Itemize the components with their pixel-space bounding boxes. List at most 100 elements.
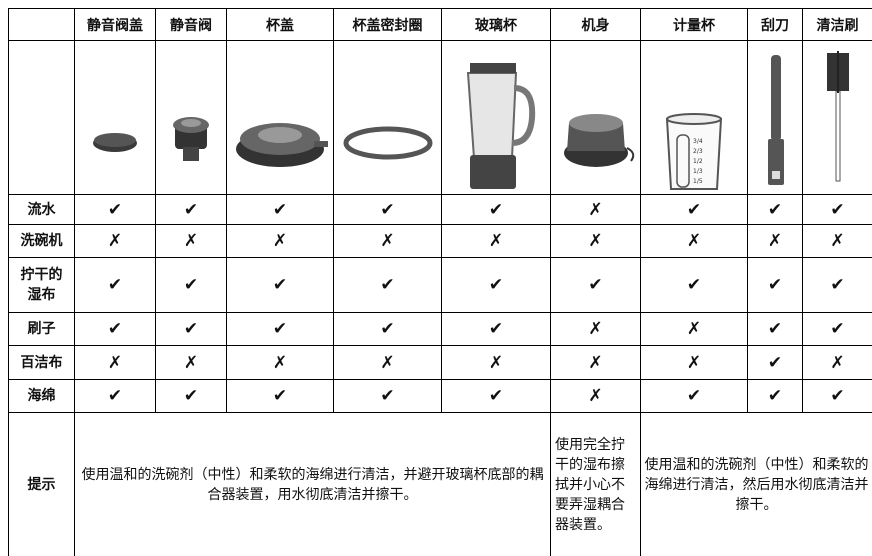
icon-shape — [771, 54, 781, 141]
corner-cell — [8, 8, 75, 41]
icon-shape — [835, 90, 840, 181]
cup-mark: 3/4 — [693, 138, 703, 145]
product-image-cell — [74, 40, 156, 195]
column-header: 静音阀盖 — [74, 8, 156, 41]
suitability-mark: ✔ — [747, 257, 803, 313]
suitability-mark: ✗ — [640, 345, 748, 380]
suitability-mark: ✔ — [74, 312, 156, 346]
tip-text: 使用温和的洗碗剂（中性）和柔软的海绵进行清洁，并避开玻璃杯底部的耦合器装置，用水… — [74, 412, 551, 556]
column-header: 计量杯 — [640, 8, 748, 41]
column-header: 机身 — [550, 8, 641, 41]
product-image-cell — [747, 40, 803, 195]
product-icon — [564, 113, 635, 167]
suitability-mark: ✗ — [155, 224, 227, 258]
tip-text: 使用完全拧干的湿布擦拭并小心不要弄湿耦合器装置。 — [550, 412, 641, 556]
suitability-mark: ✔ — [74, 257, 156, 313]
method-row: 流水 ✔ ✔ ✔ ✔ ✔ ✗ ✔ ✔ ✔ — [8, 194, 872, 225]
suitability-mark: ✔ — [550, 257, 641, 313]
suitability-mark: ✗ — [74, 224, 156, 258]
row-name: 拧干的湿布 — [8, 257, 75, 313]
suitability-mark: ✔ — [441, 379, 551, 413]
suitability-mark: ✔ — [74, 379, 156, 413]
column-header: 玻璃杯 — [441, 8, 551, 41]
suitability-mark: ✔ — [226, 312, 334, 346]
product-icon — [236, 122, 328, 167]
suitability-mark: ✔ — [333, 194, 442, 225]
suitability-mark: ✔ — [441, 194, 551, 225]
icon-shape — [343, 126, 432, 159]
row-name: 刷子 — [8, 312, 75, 346]
suitability-mark: ✔ — [802, 194, 872, 225]
column-header: 清洁刷 — [802, 8, 872, 41]
icon-shape — [569, 113, 623, 132]
row-name: 提示 — [8, 412, 75, 556]
icon-shape — [676, 133, 690, 188]
suitability-mark: ✗ — [640, 312, 748, 346]
suitability-mark: ✗ — [333, 224, 442, 258]
column-header: 杯盖密封圈 — [333, 8, 442, 41]
suitability-mark: ✔ — [441, 257, 551, 313]
suitability-mark: ✔ — [155, 194, 227, 225]
row-name: 海绵 — [8, 379, 75, 413]
row-name: 百洁布 — [8, 345, 75, 380]
icon-shape — [466, 71, 518, 159]
blank-cell — [8, 40, 75, 195]
cup-mark: 1/2 — [693, 158, 703, 165]
icon-shape — [626, 146, 635, 162]
suitability-mark: ✔ — [747, 194, 803, 225]
cup-mark: 1/5 — [693, 178, 703, 185]
suitability-mark: ✔ — [226, 379, 334, 413]
product-image-cell — [333, 40, 442, 195]
suitability-mark: ✔ — [155, 312, 227, 346]
suitability-mark: ✗ — [550, 379, 641, 413]
suitability-mark: ✔ — [747, 379, 803, 413]
header-row: 静音阀盖 静音阀 杯盖 杯盖密封圈 玻璃杯 机身 计量杯 刮刀 清洁刷 — [8, 8, 872, 41]
column-header: 杯盖 — [226, 8, 334, 41]
method-row: 刷子 ✔ ✔ ✔ ✔ ✔ ✗ ✗ ✔ ✔ — [8, 312, 872, 346]
suitability-mark: ✗ — [747, 224, 803, 258]
suitability-mark: ✗ — [802, 224, 872, 258]
suitability-mark: ✔ — [226, 194, 334, 225]
suitability-mark: ✗ — [550, 224, 641, 258]
image-row: 3/4 2/3 1/2 1/3 1/5 — [8, 40, 872, 195]
suitability-mark: ✗ — [441, 224, 551, 258]
suitability-mark: ✔ — [155, 379, 227, 413]
product-image-cell — [226, 40, 334, 195]
product-icon — [768, 54, 784, 185]
suitability-mark: ✔ — [802, 312, 872, 346]
product-image-cell — [155, 40, 227, 195]
icon-shape — [258, 126, 302, 143]
product-icon — [173, 116, 209, 161]
table-wrap: 静音阀盖 静音阀 杯盖 杯盖密封圈 玻璃杯 机身 计量杯 刮刀 清洁刷 3/4 2/3 1/2 1/3 1… — [8, 8, 872, 556]
method-row: 百洁布 ✗ ✗ ✗ ✗ ✗ ✗ ✗ ✔ ✗ — [8, 345, 872, 380]
icon-shape — [470, 62, 516, 73]
suitability-mark: ✔ — [333, 257, 442, 313]
suitability-mark: ✔ — [640, 379, 748, 413]
product-icon — [466, 62, 536, 189]
suitability-mark: ✔ — [747, 312, 803, 346]
icon-shape — [181, 118, 201, 127]
product-image-cell: 3/4 2/3 1/2 1/3 1/5 — [640, 40, 748, 195]
suitability-mark: ✔ — [640, 257, 748, 313]
suitability-mark: ✔ — [333, 312, 442, 346]
suitability-mark: ✗ — [226, 224, 334, 258]
suitability-mark: ✔ — [802, 257, 872, 313]
product-icon — [343, 126, 432, 159]
suitability-mark: ✗ — [226, 345, 334, 380]
product-image-cell — [441, 40, 551, 195]
method-row: 拧干的湿布 ✔ ✔ ✔ ✔ ✔ ✔ ✔ ✔ ✔ — [8, 257, 872, 313]
icon-shape — [511, 84, 536, 146]
row-name: 流水 — [8, 194, 75, 225]
suitability-mark: ✔ — [155, 257, 227, 313]
method-row: 海绵 ✔ ✔ ✔ ✔ ✔ ✗ ✔ ✔ ✔ — [8, 379, 872, 413]
suitability-mark: ✔ — [226, 257, 334, 313]
suitability-mark: ✔ — [802, 379, 872, 413]
product-icon: 3/4 2/3 1/2 1/3 1/5 — [665, 112, 723, 190]
suitability-mark: ✔ — [74, 194, 156, 225]
suitability-mark: ✗ — [802, 345, 872, 380]
tip-text: 使用温和的洗碗剂（中性）和柔软的海绵进行清洁，然后用水彻底清洁并擦干。 — [640, 412, 872, 556]
suitability-mark: ✔ — [441, 312, 551, 346]
suitability-mark: ✗ — [640, 224, 748, 258]
product-icon — [826, 50, 849, 181]
